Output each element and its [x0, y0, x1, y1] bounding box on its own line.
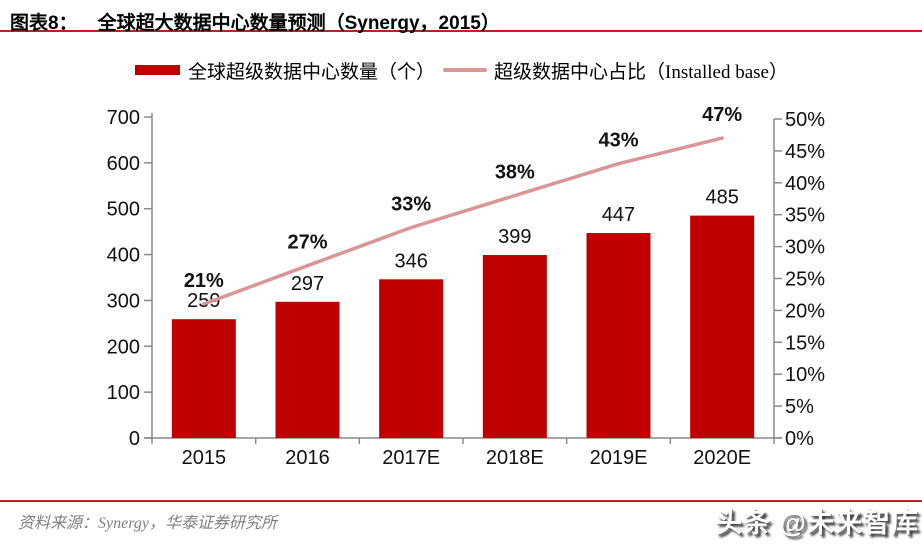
- svg-text:0%: 0%: [785, 428, 814, 450]
- svg-text:30%: 30%: [785, 237, 825, 259]
- svg-text:2017E: 2017E: [382, 447, 440, 469]
- bar-2015: [171, 319, 236, 438]
- bar-value-labels: 259 297 346 399 447 485: [187, 187, 739, 313]
- figure-number-label: 图表8：: [10, 13, 78, 34]
- svg-text:447: 447: [602, 204, 635, 226]
- svg-text:500: 500: [107, 199, 140, 221]
- svg-text:2020E: 2020E: [693, 447, 751, 469]
- line-series-label: 超级数据中心占比（Installed base）: [494, 61, 788, 83]
- svg-text:700: 700: [107, 107, 140, 129]
- svg-text:2015: 2015: [182, 447, 227, 469]
- svg-text:15%: 15%: [785, 332, 825, 354]
- x-axis-category-labels: 2015 2016 2017E 2018E 2019E 2020E: [182, 447, 752, 469]
- bar-2018E: [482, 255, 547, 438]
- bar-2016: [275, 301, 340, 438]
- legend-item-bar-series: 全球超级数据中心数量（个）: [135, 57, 435, 84]
- forecast-combo-chart: 0 100 200 300 400 500 600 700 0% 5% 10% 15% 20% 25% 30…: [107, 104, 826, 469]
- svg-text:2019E: 2019E: [590, 447, 648, 469]
- svg-text:0: 0: [129, 428, 140, 450]
- svg-text:21%: 21%: [184, 270, 224, 292]
- svg-text:346: 346: [394, 250, 427, 272]
- source-note: 资料来源：Synergy，华泰证券研究所: [18, 515, 277, 532]
- svg-text:100: 100: [107, 382, 140, 404]
- svg-text:10%: 10%: [785, 364, 825, 386]
- bar-2019E: [586, 233, 651, 438]
- svg-text:45%: 45%: [785, 141, 825, 163]
- svg-text:50%: 50%: [785, 109, 825, 131]
- svg-text:20%: 20%: [785, 300, 825, 322]
- svg-text:259: 259: [187, 290, 220, 312]
- axes: [144, 113, 782, 444]
- svg-text:35%: 35%: [785, 205, 825, 227]
- svg-text:25%: 25%: [785, 269, 825, 291]
- svg-text:5%: 5%: [785, 396, 814, 418]
- svg-text:47%: 47%: [702, 104, 742, 126]
- left-axis-tick-labels: 0 100 200 300 400 500 600 700: [107, 107, 140, 450]
- svg-text:300: 300: [107, 290, 140, 312]
- svg-text:40%: 40%: [785, 173, 825, 195]
- bar-2017E: [379, 279, 444, 438]
- svg-text:600: 600: [107, 153, 140, 175]
- svg-text:2018E: 2018E: [486, 447, 544, 469]
- watermark-text: 头条 @未来智库: [715, 508, 919, 538]
- line-percent-labels: 21% 27% 33% 38% 43% 47%: [184, 104, 743, 292]
- svg-text:38%: 38%: [495, 162, 535, 184]
- right-axis-tick-labels: 0% 5% 10% 15% 20% 25% 30% 35% 40% 45% 50%: [785, 109, 825, 450]
- svg-text:2016: 2016: [285, 447, 330, 469]
- share-line: [202, 136, 724, 306]
- line-series-swatch-icon: [443, 68, 488, 72]
- figure-title-bar: 图表8： 全球超大数据中心数量预测（Synergy，2015）: [0, 0, 922, 34]
- svg-text:33%: 33%: [391, 194, 431, 216]
- svg-text:43%: 43%: [598, 130, 638, 152]
- svg-text:485: 485: [705, 187, 738, 209]
- bar-series-swatch-icon: [135, 65, 180, 75]
- svg-text:200: 200: [107, 336, 140, 358]
- footer-divider: [0, 500, 922, 502]
- svg-text:399: 399: [498, 226, 531, 248]
- chart-legend: 全球超级数据中心数量（个） 超级数据中心占比（Installed base）: [135, 56, 788, 84]
- svg-text:27%: 27%: [287, 232, 327, 254]
- legend-item-line-series: 超级数据中心占比（Installed base）: [435, 57, 788, 84]
- bar-2020E: [690, 215, 755, 438]
- bar-series: [171, 215, 755, 438]
- svg-text:297: 297: [291, 273, 324, 295]
- svg-text:400: 400: [107, 245, 140, 267]
- bar-series-label: 全球超级数据中心数量（个）: [188, 61, 436, 83]
- figure-title: 全球超大数据中心数量预测（Synergy，2015）: [97, 13, 500, 34]
